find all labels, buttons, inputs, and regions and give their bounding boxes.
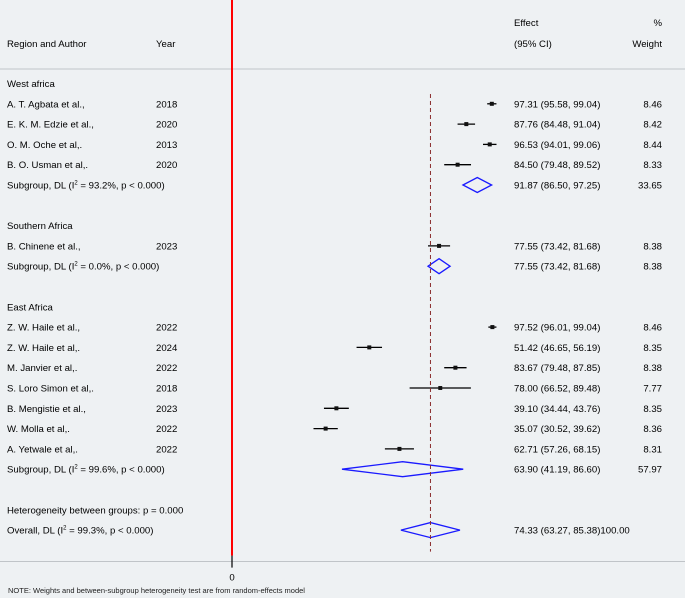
subgroup-diamond [426,257,452,275]
subgroup-diamond [461,176,494,194]
study-weight: 8.36 [643,424,662,435]
study-author: B. O. Usman et al,. [7,160,88,171]
group-title: West africa [7,79,55,90]
study-point [489,101,494,106]
study-effect-ci: 39.10 (34.44, 43.76) [514,404,600,415]
study-year: 2013 [156,140,177,151]
overall-effect-ci: 74.33 (63.27, 85.38)100.00 [514,526,630,537]
study-point [464,122,469,127]
study-year: 2023 [156,241,177,252]
study-author: Z. W. Haile et al., [7,323,80,334]
study-point [455,162,460,167]
footnote: NOTE: Weights and between-subgroup heter… [8,586,305,595]
study-weight: 8.35 [643,343,662,354]
study-point [367,345,372,350]
study-effect-ci: 62.71 (57.26, 68.15) [514,444,600,455]
study-effect-ci: 97.31 (95.58, 99.04) [514,99,600,110]
group-title: East Africa [7,302,54,313]
study-author: M. Janvier et al,. [7,363,77,374]
subgroup-weight: 8.38 [643,262,662,273]
study-effect-ci: 78.00 (66.52, 89.48) [514,384,600,395]
study-weight: 8.44 [643,140,662,151]
study-year: 2018 [156,99,177,110]
axis-tick-label: 0 [229,573,234,584]
study-weight: 8.38 [643,363,662,374]
study-author: Z. W. Haile et al,. [7,343,80,354]
study-effect-ci: 77.55 (73.42, 81.68) [514,241,600,252]
study-point [397,446,402,451]
study-weight: 8.38 [643,241,662,252]
study-author: W. Molla et al,. [7,424,70,435]
header-ci: (95% CI) [514,39,552,50]
header-percent: % [653,18,662,29]
group-title: Southern Africa [7,221,73,232]
study-point [487,142,492,147]
study-effect-ci: 96.53 (94.01, 99.06) [514,140,600,151]
study-year: 2024 [156,343,178,354]
study-point [334,406,339,411]
subgroup-label: Subgroup, DL (I2 = 0.0%, p < 0.000) [7,262,159,273]
study-point [437,243,442,248]
subgroup-effect-ci: 91.87 (86.50, 97.25) [514,181,600,192]
study-year: 2020 [156,160,177,171]
study-author: E. K. M. Edzie et al., [7,120,94,131]
study-point [438,386,443,390]
heterogeneity-text: Heterogeneity between groups: p = 0.000 [7,505,183,516]
study-year: 2023 [156,404,177,415]
study-weight: 8.42 [643,120,662,131]
study-point [453,365,458,370]
study-effect-ci: 51.42 (46.65, 56.19) [514,343,600,354]
header-weight: Weight [632,39,662,50]
subgroup-diamond [341,461,464,478]
header-region-author: Region and Author [7,39,87,50]
study-year: 2020 [156,120,177,131]
study-point [490,325,495,330]
study-author: O. M. Oche et al,. [7,140,82,151]
study-author: S. Loro Simon et al,. [7,384,94,395]
header-effect: Effect [514,18,539,29]
overall-label: Overall, DL (I2 = 99.3%, p < 0.000) [7,526,153,537]
study-point [323,426,328,431]
study-weight: 8.46 [643,323,662,334]
subgroup-weight: 33.65 [638,181,662,192]
subgroup-label: Subgroup, DL (I2 = 93.2%, p < 0.000) [7,181,165,192]
study-weight: 8.33 [643,160,662,171]
study-effect-ci: 97.52 (96.01, 99.04) [514,323,600,334]
study-author: B. Chinene et al., [7,241,81,252]
study-weight: 8.46 [643,99,662,110]
study-weight: 8.35 [643,404,662,415]
header-year: Year [156,39,176,50]
study-year: 2022 [156,424,177,435]
subgroup-weight: 57.97 [638,465,662,476]
study-author: B. Mengistie et al., [7,404,86,415]
study-author: A. T. Agbata et al., [7,99,85,110]
study-year: 2022 [156,363,177,374]
study-weight: 7.77 [643,384,662,395]
subgroup-effect-ci: 77.55 (73.42, 81.68) [514,262,600,273]
subgroup-effect-ci: 63.90 (41.19, 86.60) [514,465,600,476]
study-weight: 8.31 [643,444,662,455]
subgroup-label: Subgroup, DL (I2 = 99.6%, p < 0.000) [7,465,165,476]
study-year: 2022 [156,444,177,455]
study-author: A. Yetwale et al,. [7,444,78,455]
study-effect-ci: 35.07 (30.52, 39.62) [514,424,600,435]
overall-diamond [400,521,461,539]
study-year: 2022 [156,323,177,334]
study-effect-ci: 84.50 (79.48, 89.52) [514,160,600,171]
study-effect-ci: 87.76 (84.48, 91.04) [514,120,600,131]
study-year: 2018 [156,384,177,395]
study-effect-ci: 83.67 (79.48, 87.85) [514,363,600,374]
